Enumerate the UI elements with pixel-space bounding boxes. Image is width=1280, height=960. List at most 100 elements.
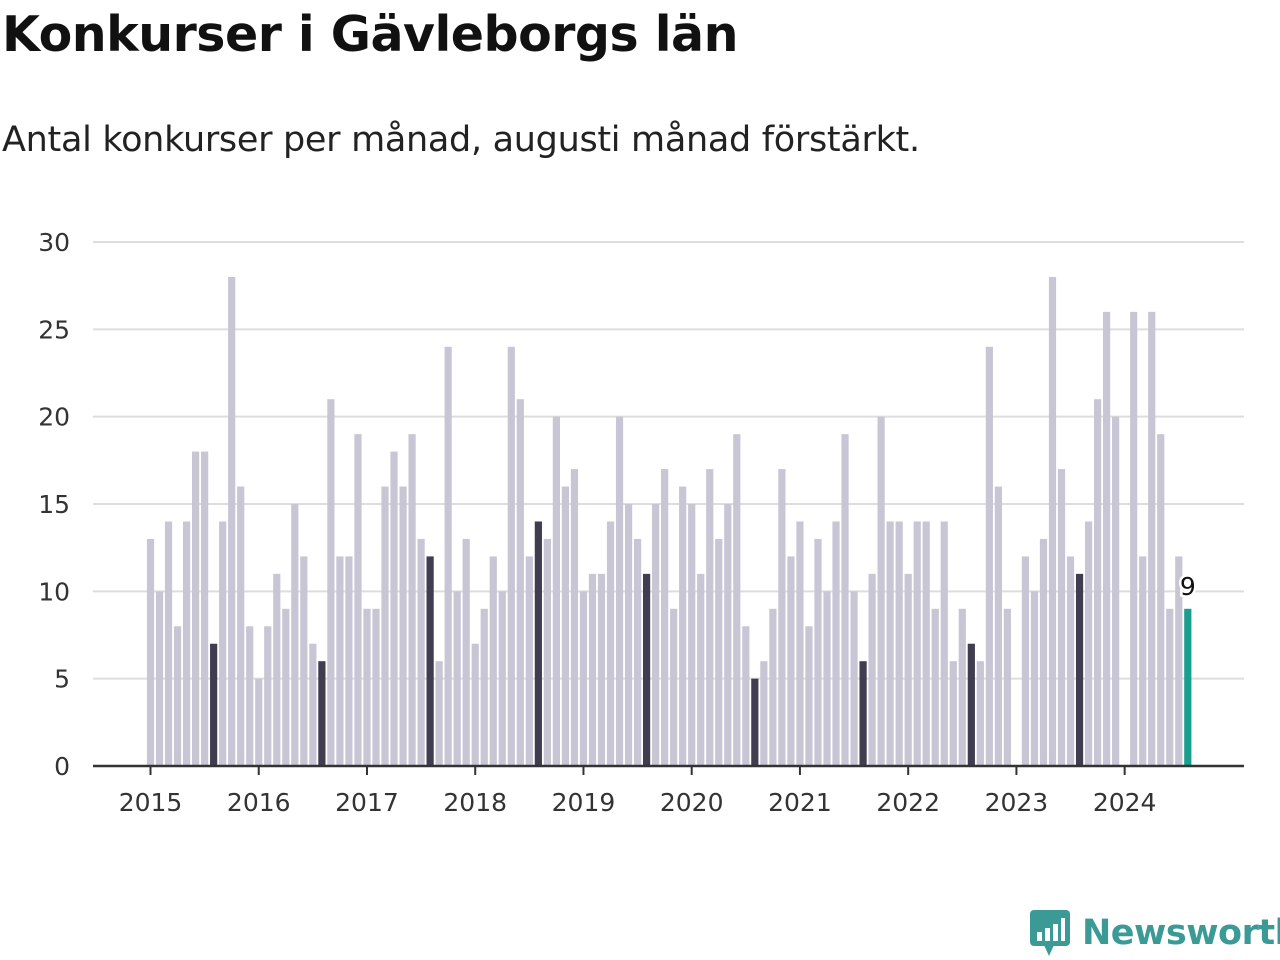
x-tick-label: 2024 xyxy=(1093,788,1157,817)
bar xyxy=(543,538,551,766)
bar xyxy=(255,678,263,766)
bar xyxy=(453,591,461,766)
bar xyxy=(976,661,984,766)
bar xyxy=(706,469,714,766)
bar xyxy=(615,416,624,766)
bar xyxy=(219,521,227,766)
data-label: 9 xyxy=(1180,572,1196,601)
bar xyxy=(985,346,993,766)
bar xyxy=(1166,608,1174,766)
bar xyxy=(724,504,732,766)
bar xyxy=(922,521,930,766)
bar xyxy=(345,556,353,766)
bar xyxy=(877,416,885,766)
bar xyxy=(652,504,660,766)
bar-chart: 0 5 10 15 20 25 30 2015 2016 2017 2018 2019 2020 2021… xyxy=(38,228,1244,817)
bar xyxy=(1003,608,1011,766)
bar xyxy=(670,608,678,766)
bar xyxy=(805,626,813,766)
bar xyxy=(715,538,723,766)
bar xyxy=(679,486,687,766)
chart-subtitle: Antal konkurser per månad, augusti månad… xyxy=(2,120,920,160)
bar xyxy=(904,573,912,766)
bar xyxy=(895,521,903,766)
bar xyxy=(192,451,200,766)
bar xyxy=(751,678,759,766)
bar xyxy=(1094,399,1102,766)
bar xyxy=(201,451,209,766)
bar xyxy=(498,591,506,766)
bar xyxy=(949,661,957,766)
bar xyxy=(931,608,939,766)
brand-name: Newsworthy xyxy=(1082,913,1280,953)
bar xyxy=(733,434,741,766)
bar xyxy=(1139,556,1147,766)
bar xyxy=(462,538,470,766)
x-tick-label: 2023 xyxy=(985,788,1049,817)
y-tick-label: 15 xyxy=(38,490,70,519)
bar xyxy=(1021,556,1030,766)
bar xyxy=(643,573,651,766)
y-tick-label: 10 xyxy=(38,577,70,606)
bar xyxy=(1157,434,1165,766)
bar xyxy=(769,608,777,766)
bar xyxy=(570,469,579,766)
bar xyxy=(579,591,588,766)
bar xyxy=(228,276,236,766)
bar xyxy=(859,661,867,766)
bar xyxy=(291,504,299,766)
bar xyxy=(471,643,479,766)
x-tick-label: 2022 xyxy=(876,788,940,817)
bar xyxy=(1103,311,1111,766)
bar xyxy=(868,573,876,766)
bar xyxy=(823,591,831,766)
bar xyxy=(913,521,921,766)
bar xyxy=(1084,521,1093,766)
bar xyxy=(246,626,254,766)
bar xyxy=(408,434,416,766)
bar xyxy=(661,469,669,766)
bar xyxy=(1184,608,1192,766)
x-tick-label: 2016 xyxy=(227,788,291,817)
x-tick-label: 2020 xyxy=(660,788,724,817)
bar xyxy=(480,608,488,766)
bar xyxy=(273,573,281,766)
bar xyxy=(435,661,443,766)
x-tick-label: 2019 xyxy=(552,788,616,817)
bar xyxy=(372,608,380,766)
x-tick-label: 2021 xyxy=(768,788,832,817)
bar xyxy=(489,556,497,766)
y-tick-label: 20 xyxy=(38,403,70,432)
chart-title: Konkurser i Gävleborgs län xyxy=(2,6,738,63)
bar xyxy=(182,521,191,766)
bar xyxy=(597,573,606,766)
bar xyxy=(381,486,389,766)
bar xyxy=(417,538,425,766)
bar xyxy=(146,538,155,766)
bar xyxy=(173,626,182,766)
bar xyxy=(390,451,398,766)
bar xyxy=(633,538,642,766)
bar xyxy=(552,416,560,766)
bar xyxy=(354,434,362,766)
bar xyxy=(841,434,849,766)
bar xyxy=(850,591,858,766)
bar xyxy=(300,556,308,766)
bar xyxy=(742,626,750,766)
y-tick-label: 30 xyxy=(38,228,70,257)
bar xyxy=(534,521,542,766)
bar xyxy=(994,486,1002,766)
bar xyxy=(1075,573,1084,766)
bar xyxy=(886,521,894,766)
bar xyxy=(363,608,371,766)
bar xyxy=(796,521,804,766)
y-tick-label: 25 xyxy=(38,315,70,344)
x-tick-label: 2017 xyxy=(335,788,399,817)
x-tick-label: 2015 xyxy=(119,788,183,817)
bar xyxy=(1030,591,1039,766)
bar xyxy=(688,504,696,766)
bar xyxy=(832,521,840,766)
bar xyxy=(697,573,705,766)
bar xyxy=(155,591,164,766)
bar xyxy=(318,661,326,766)
